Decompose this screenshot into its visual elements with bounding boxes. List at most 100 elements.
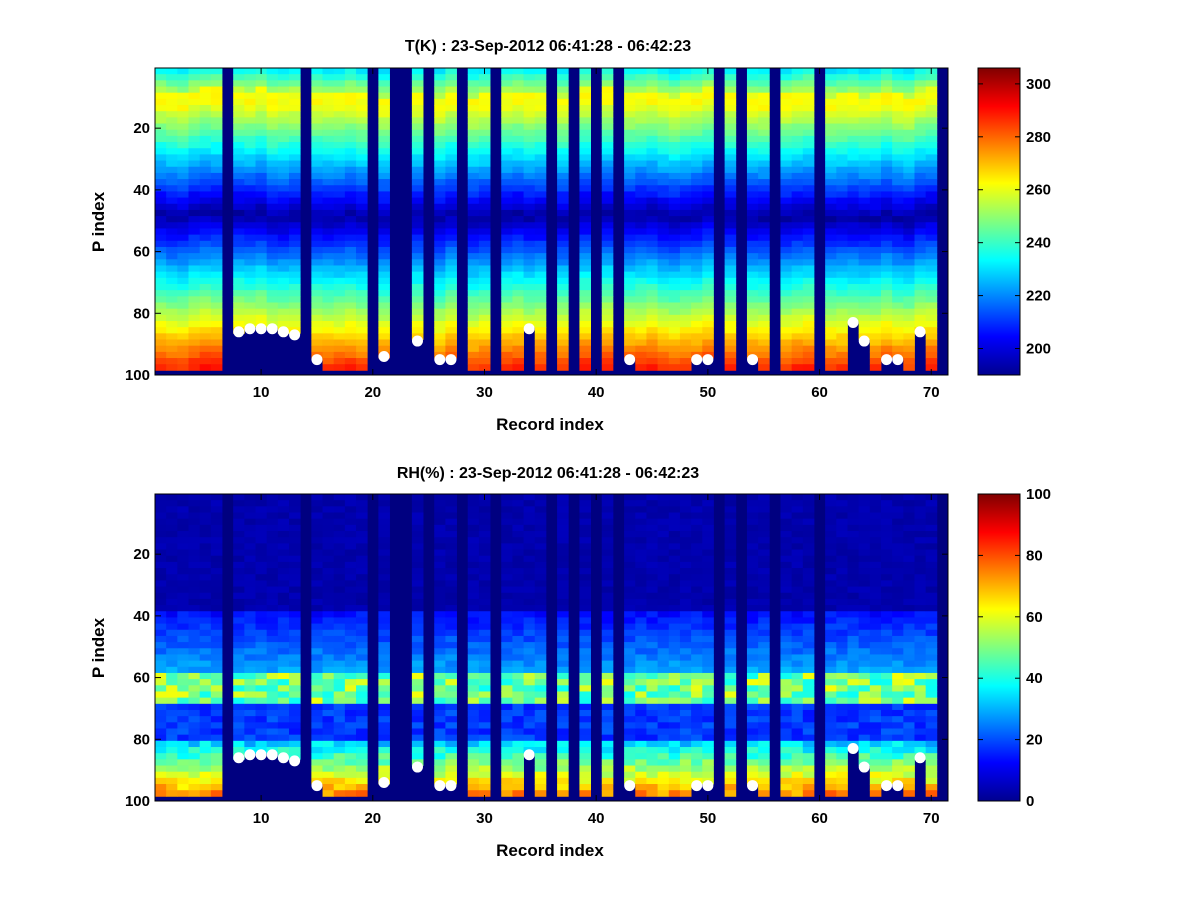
heatmap-cell xyxy=(691,568,703,575)
heatmap-cell xyxy=(501,722,513,729)
heatmap-cell xyxy=(244,179,256,186)
heatmap-cell xyxy=(289,537,301,544)
heatmap-cell xyxy=(210,740,223,748)
heatmap-cell xyxy=(322,635,335,643)
heatmap-cell xyxy=(333,259,346,266)
heatmap-cell xyxy=(836,172,848,180)
heatmap-cell xyxy=(255,549,268,557)
heatmap-cell xyxy=(624,148,636,155)
heatmap-cell xyxy=(624,259,636,266)
heatmap-cell xyxy=(266,605,279,612)
heatmap-cell xyxy=(892,154,904,161)
heatmap-cell xyxy=(780,123,793,131)
heatmap-cell xyxy=(880,105,893,112)
heatmap-cell xyxy=(199,697,212,705)
heatmap-cell xyxy=(311,666,323,674)
heatmap-cell xyxy=(601,308,614,316)
heatmap-cell xyxy=(255,666,268,674)
heatmap-cell xyxy=(378,524,390,532)
heatmap-cell xyxy=(523,253,536,260)
x-tick-label: 10 xyxy=(253,384,270,401)
heatmap-cell xyxy=(177,123,189,131)
heatmap-cell xyxy=(869,203,882,211)
heatmap-cell xyxy=(624,679,636,686)
heatmap-cell xyxy=(679,68,692,75)
heatmap-cell xyxy=(579,518,591,526)
heatmap-cell xyxy=(579,92,591,100)
heatmap-cell xyxy=(501,142,513,149)
heatmap-cell xyxy=(903,240,915,248)
heatmap-cell xyxy=(344,506,357,513)
heatmap-cell xyxy=(378,709,390,717)
heatmap-cell xyxy=(311,321,323,328)
heatmap-cell xyxy=(512,716,524,723)
heatmap-cell xyxy=(858,568,871,575)
heatmap-cell xyxy=(277,635,290,643)
heatmap-cell xyxy=(534,524,547,532)
heatmap-cell xyxy=(512,598,524,606)
heatmap-cell xyxy=(836,765,848,773)
heatmap-cell xyxy=(880,253,893,260)
heatmap-cell xyxy=(657,679,670,686)
y-tick-label: 60 xyxy=(133,244,150,261)
heatmap-cell xyxy=(277,277,290,285)
heatmap-cell xyxy=(155,753,167,760)
heatmap-cell xyxy=(311,747,323,754)
heatmap-cell xyxy=(411,691,424,699)
heatmap-cell xyxy=(478,771,491,779)
heatmap-cell xyxy=(210,524,223,532)
heatmap-cell xyxy=(668,654,681,662)
heatmap-cell xyxy=(534,92,547,100)
heatmap-cell xyxy=(601,209,614,217)
heatmap-cell xyxy=(523,506,536,513)
heatmap-cell xyxy=(657,68,670,75)
heatmap-cell xyxy=(411,92,424,100)
heatmap-cell xyxy=(333,364,346,371)
heatmap-cell xyxy=(869,111,882,118)
heatmap-cell xyxy=(501,586,513,594)
heatmap-cell xyxy=(791,703,804,711)
heatmap-cell xyxy=(691,290,703,297)
heatmap-cell xyxy=(746,537,759,544)
heatmap-cell xyxy=(858,617,871,624)
heatmap-cell xyxy=(344,129,357,137)
heatmap-cell xyxy=(501,351,513,359)
heatmap-cell xyxy=(277,580,290,587)
heatmap-cell xyxy=(467,172,480,180)
heatmap-cell xyxy=(635,129,647,137)
heatmap-cell xyxy=(177,68,189,75)
heatmap-cell xyxy=(434,598,446,606)
heatmap-cell xyxy=(244,290,256,297)
heatmap-cell xyxy=(802,654,815,662)
heatmap-cell xyxy=(746,339,759,347)
heatmap-cell xyxy=(177,314,189,322)
heatmap-cell xyxy=(311,228,323,236)
heatmap-cell xyxy=(434,728,446,736)
heatmap-cell xyxy=(445,580,457,587)
record-column xyxy=(266,68,279,328)
heatmap-cell xyxy=(679,129,692,137)
heatmap-cell xyxy=(601,265,614,273)
heatmap-cell xyxy=(356,277,368,285)
heatmap-cell xyxy=(356,747,368,754)
heatmap-cell xyxy=(758,179,770,186)
heatmap-cell xyxy=(445,574,457,581)
heatmap-cell xyxy=(277,728,290,736)
heatmap-cell xyxy=(557,784,569,791)
heatmap-cell xyxy=(411,314,424,322)
heatmap-cell xyxy=(847,734,860,742)
heatmap-cell xyxy=(679,709,692,717)
heatmap-cell xyxy=(199,709,212,717)
heatmap-cell xyxy=(155,537,167,544)
heatmap-cell xyxy=(188,333,201,340)
heatmap-cell xyxy=(434,697,446,705)
heatmap-cell xyxy=(199,734,212,742)
heatmap-cell xyxy=(579,740,591,748)
heatmap-cell xyxy=(758,74,770,81)
heatmap-cell xyxy=(266,531,279,538)
heatmap-cell xyxy=(691,716,703,723)
heatmap-cell xyxy=(679,494,692,501)
heatmap-cell xyxy=(802,216,815,223)
heatmap-cell xyxy=(791,364,804,371)
heatmap-cell xyxy=(780,679,793,686)
